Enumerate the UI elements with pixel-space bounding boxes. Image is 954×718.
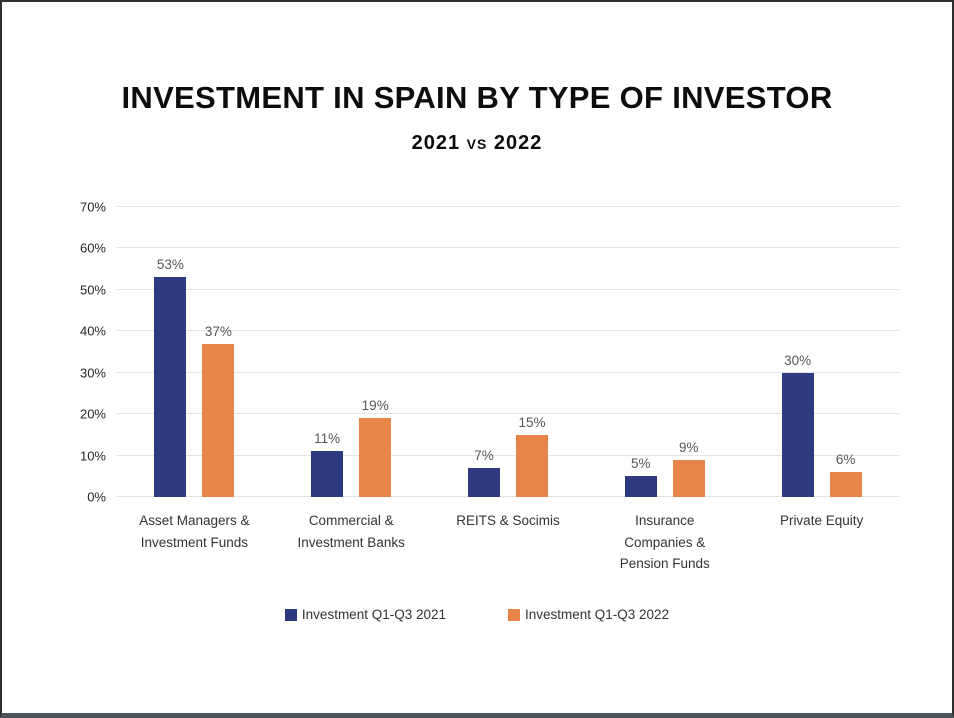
bar-investment-q1-q3-2021: 7% <box>467 448 500 497</box>
gridline <box>116 371 900 373</box>
bar-investment-q1-q3-2022: 37% <box>202 324 235 497</box>
legend-item-investment-q1-q3-2021: Investment Q1-Q3 2021 <box>284 607 446 622</box>
gridline <box>116 454 900 456</box>
y-tick-label: 50% <box>79 282 106 298</box>
y-tick-label: 70% <box>79 199 106 215</box>
legend-swatch <box>508 608 520 621</box>
category-label: Asset Managers & Investment Funds <box>139 513 250 550</box>
bar-group-commercial: 11% 19% <box>273 207 430 497</box>
bar-group-asset-managers: 53% 37% <box>116 207 273 497</box>
y-tick-label: 30% <box>79 365 106 381</box>
bar-group-insurance: 5% 9% <box>586 207 743 497</box>
category-label: Commercial & Investment Banks <box>297 513 405 550</box>
bar-value-label: 30% <box>784 352 812 368</box>
page-title: INVESTMENT IN SPAIN BY TYPE OF INVESTOR <box>121 80 833 115</box>
bar-investment-q1-q3-2022: 15% <box>515 415 548 497</box>
category-label: Insurance Companies & Pension Funds <box>619 513 710 572</box>
bar-group-private-equity: 30% 6% <box>743 207 900 497</box>
bar-groups: 53% 37% 11% 19% 7% 15% 5% 9% 30% 6% <box>116 207 900 497</box>
bar-chart: 0% 10% 20% 30% 40% 50% 60% 70% 53% 37% 11% 19% 7% 15… <box>68 200 900 575</box>
plot-area: 53% 37% 11% 19% 7% 15% 5% 9% 30% 6% <box>116 206 900 497</box>
legend-label: Investment Q1-Q3 2022 <box>525 607 670 622</box>
bar-value-label: 11% <box>314 431 341 447</box>
gridline <box>116 413 900 415</box>
bar-investment-q1-q3-2021: 53% <box>154 257 187 497</box>
y-tick-label: 0% <box>87 489 106 505</box>
bar-investment-q1-q3-2021: 5% <box>624 456 657 497</box>
bar-value-label: 37% <box>204 323 232 339</box>
category-label: Private Equity <box>779 513 864 528</box>
bar-value-label: 9% <box>679 439 699 455</box>
gridline <box>116 330 900 332</box>
category-label: REITS & Socimis <box>456 513 560 528</box>
page-subtitle: 2021 vs 2022 <box>411 132 543 154</box>
gridline <box>116 496 900 497</box>
bar-investment-q1-q3-2021: 30% <box>781 353 814 497</box>
bar-investment-q1-q3-2021: 11% <box>311 431 344 497</box>
bar-value-label: 6% <box>835 452 856 468</box>
legend-label: Investment Q1-Q3 2021 <box>301 607 446 622</box>
legend-item-investment-q1-q3-2022: Investment Q1-Q3 2022 <box>508 607 669 622</box>
chart-legend: Investment Q1-Q3 2021 Investment Q1-Q3 20… <box>2 607 952 622</box>
bar-value-label: 19% <box>361 398 389 414</box>
bar-value-label: 15% <box>518 414 546 430</box>
gridline <box>116 288 900 290</box>
x-axis-labels: Asset Managers & Investment Funds Commerc… <box>116 510 900 575</box>
bar-value-label: 7% <box>474 448 494 463</box>
y-axis: 0% 10% 20% 30% 40% 50% 60% 70% <box>68 200 116 505</box>
gridline <box>116 247 900 249</box>
bar-investment-q1-q3-2022: 19% <box>359 398 392 497</box>
y-tick-label: 60% <box>79 240 106 256</box>
bar-group-reits-socimis: 7% 15% <box>430 207 587 497</box>
gridline <box>116 206 900 207</box>
bar-investment-q1-q3-2022: 9% <box>672 440 705 497</box>
bar-value-label: 5% <box>631 456 651 472</box>
y-tick-label: 20% <box>79 406 106 422</box>
y-tick-label: 40% <box>79 323 106 339</box>
y-tick-label: 10% <box>79 448 106 464</box>
bar-investment-q1-q3-2022: 6% <box>829 452 862 497</box>
bar-value-label: 53% <box>156 257 184 273</box>
legend-swatch <box>284 608 297 621</box>
